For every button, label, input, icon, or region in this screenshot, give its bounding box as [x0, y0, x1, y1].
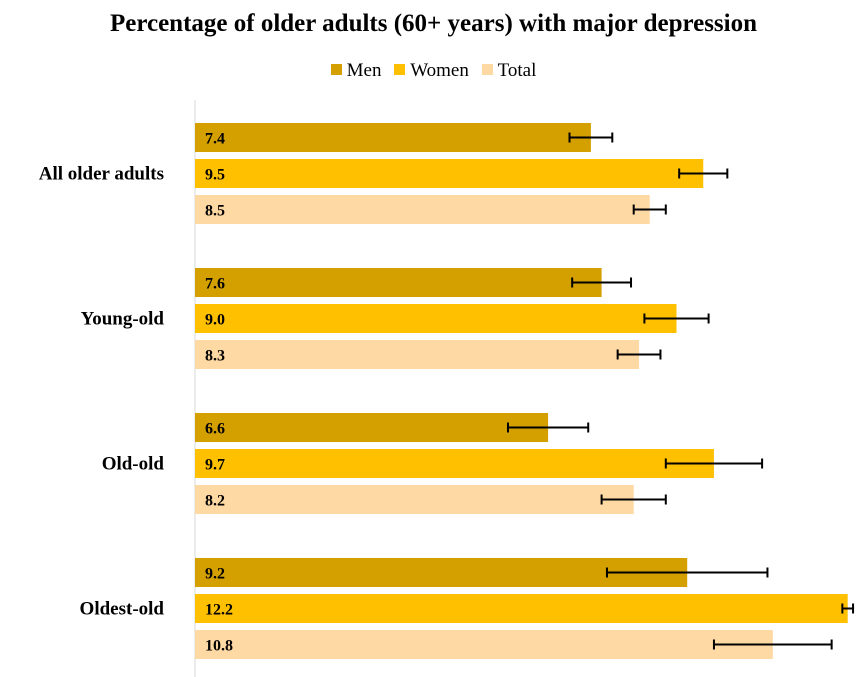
- bar-men: [195, 123, 591, 152]
- legend-swatch-men: [330, 64, 342, 75]
- legend-item-women: Women: [394, 60, 469, 82]
- data-label: 8.5: [205, 203, 225, 220]
- data-label: 8.3: [205, 348, 225, 365]
- legend-label-total: Total: [497, 60, 537, 81]
- bar-women: [195, 449, 714, 478]
- bar-men: [195, 413, 549, 442]
- bar-women: [195, 304, 677, 333]
- bar-women: [195, 159, 704, 188]
- legend-swatch-women: [394, 64, 406, 75]
- data-label: 9.5: [205, 167, 225, 184]
- legend-label-men: Men: [346, 60, 382, 81]
- bar-total: [195, 630, 773, 659]
- category-label: Old-old: [102, 454, 165, 475]
- data-label: 12.2: [205, 602, 233, 619]
- category-label: All older adults: [39, 164, 164, 185]
- legend-swatch-total: [481, 64, 493, 75]
- category-label: Oldest-old: [80, 599, 165, 620]
- legend: Men Women Total: [0, 60, 867, 82]
- data-label: 9.2: [205, 566, 225, 583]
- data-label: 9.7: [205, 457, 225, 474]
- legend-item-total: Total: [481, 60, 537, 82]
- data-label: 10.8: [205, 638, 233, 655]
- chart-title: Percentage of older adults (60+ years) w…: [109, 10, 758, 37]
- bar-men: [195, 268, 602, 297]
- data-label: 7.4: [205, 131, 225, 148]
- data-label: 6.6: [205, 421, 225, 438]
- legend-label-women: Women: [410, 60, 469, 81]
- bar-total: [195, 195, 650, 224]
- data-label: 8.2: [205, 493, 225, 510]
- bar-women: [195, 594, 848, 623]
- data-label: 7.6: [205, 276, 225, 293]
- bar-total: [195, 485, 634, 514]
- category-label: Young-old: [81, 309, 165, 330]
- bar-men: [195, 558, 688, 587]
- bar-total: [195, 340, 640, 369]
- data-label: 9.0: [205, 312, 225, 329]
- legend-item-men: Men: [330, 60, 382, 82]
